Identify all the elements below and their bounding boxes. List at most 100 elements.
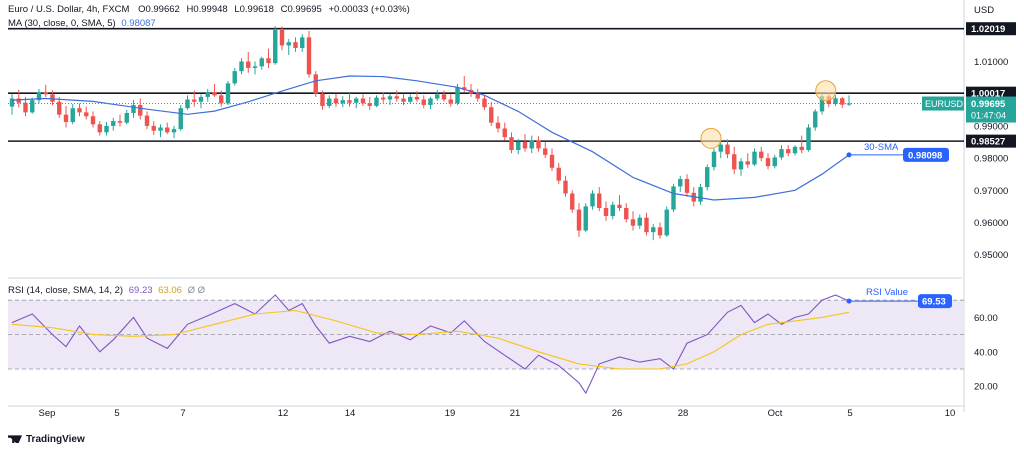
candle-down [192, 99, 197, 102]
candle-down [840, 98, 845, 105]
rsi-label: RSI (14, close, SMA, 14, 2) [8, 285, 124, 296]
candle-down [266, 58, 271, 64]
candle-down [597, 193, 602, 208]
candle-up [583, 206, 588, 231]
candle-up [70, 108, 75, 123]
ma-value: 0.98087 [121, 18, 156, 29]
candle-down [745, 161, 750, 165]
candle-up [752, 151, 757, 165]
candle-down [84, 112, 89, 117]
candle-down [43, 92, 48, 95]
candle-up [185, 99, 190, 109]
candle-up [340, 100, 345, 104]
price-tick-label: 0.99000 [974, 121, 1008, 132]
ohlc-close-label: C [280, 4, 288, 15]
candle-down [347, 100, 352, 103]
candle-down [320, 93, 325, 106]
candle-down [475, 93, 480, 99]
candle-up [651, 227, 656, 233]
candle-up [124, 113, 129, 123]
candle-down [448, 99, 453, 104]
candle-down [765, 158, 771, 167]
price-axis-currency: USD [974, 5, 994, 16]
candle-down [725, 144, 730, 155]
candle-down [644, 217, 649, 233]
candle-down [441, 94, 447, 100]
rsi-tick-label: 40.00 [974, 347, 998, 358]
candle-down [381, 97, 386, 100]
branding-text: TradingView [26, 434, 85, 445]
candle-up [428, 98, 433, 105]
candle-up [678, 179, 683, 187]
tradingview-logo-icon [8, 435, 22, 444]
candle-up [772, 157, 777, 167]
candle-down [603, 208, 609, 217]
time-tick-label: 5 [114, 408, 119, 419]
candle-up [698, 187, 703, 202]
rsi-value: 69.23 [128, 285, 153, 296]
candle-down [367, 103, 372, 106]
candle-up [111, 121, 116, 126]
candle-up [131, 104, 136, 114]
candle-up [610, 204, 615, 217]
time-tick-label: 7 [180, 408, 185, 419]
symbol-title: Euro / U.S. Dollar, 4h, FXCM [8, 4, 130, 15]
ohlc-high-label: H [186, 4, 194, 15]
candle-up [9, 98, 15, 107]
rsi-line [11, 294, 850, 395]
candle-up [387, 96, 393, 100]
candle-up [374, 97, 379, 106]
candle-down [117, 121, 123, 123]
candle-down [90, 116, 96, 125]
candle-up [178, 108, 183, 130]
sma-30-line [11, 75, 850, 201]
candle-down [77, 108, 82, 113]
ohlc-low-value: 0.99618 [239, 4, 274, 15]
horizontal-level-tag [966, 134, 1016, 148]
candle-up [637, 217, 642, 226]
candle-down [212, 92, 217, 96]
candle-down [624, 208, 629, 220]
horizontal-level-tag [966, 86, 1016, 100]
rsi-extra: Ø Ø [187, 285, 206, 296]
sma-value-text: 0.98098 [908, 150, 942, 161]
sma-label-text: 30-SMA [864, 142, 899, 153]
candle-down [23, 102, 28, 113]
legend-rsi: RSI (14, close, SMA, 14, 2) 69.23 63.06 … [8, 285, 205, 296]
candle-up [705, 167, 710, 188]
time-tick-label: 26 [612, 408, 623, 419]
candle-up [327, 98, 332, 106]
candle-down [732, 154, 737, 170]
rsi-ma-value: 63.06 [158, 285, 182, 296]
candle-down [657, 227, 663, 236]
candle-up [516, 142, 521, 151]
candle-down [482, 98, 487, 108]
price-tick-label: 1.01000 [974, 57, 1008, 68]
candle-up [435, 94, 440, 99]
rsi-tick-label: 20.00 [974, 382, 998, 393]
candle-down [462, 87, 467, 90]
candle-up [252, 66, 258, 68]
candle-down [279, 29, 285, 46]
time-tick-label: 5 [847, 408, 852, 419]
candle-down [333, 98, 339, 104]
legend-main: Euro / U.S. Dollar, 4h, FXCM O0.99662 H0… [8, 4, 410, 15]
candle-up [664, 209, 669, 236]
time-tick-label: 28 [678, 408, 689, 419]
horizontal-level-value: 1.00017 [971, 89, 1005, 100]
ohlc-high-value: 0.99948 [193, 4, 228, 15]
candle-down [536, 140, 541, 149]
candle-up [158, 127, 163, 131]
price-tick-label: 0.96000 [974, 218, 1008, 229]
candle-down [570, 193, 575, 210]
candle-up [813, 111, 818, 128]
candle-down [509, 137, 514, 151]
time-tick-label: 21 [510, 408, 521, 419]
rsi-label-text: RSI Value [866, 287, 908, 298]
candle-up [718, 144, 723, 152]
ohlc-open-value: 0.99662 [145, 4, 180, 15]
candle-up [408, 96, 413, 102]
candle-down [414, 96, 420, 100]
